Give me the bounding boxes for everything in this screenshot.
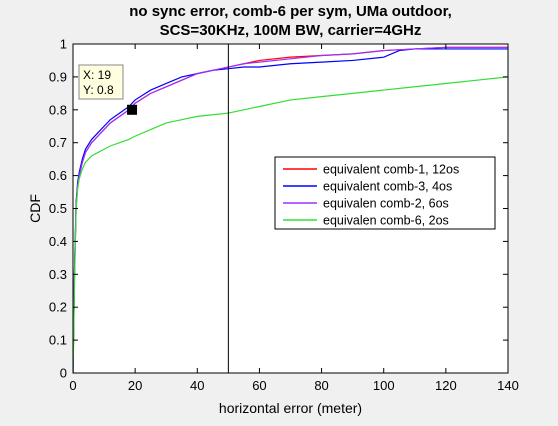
y-tick-label: 0.8 [49, 102, 67, 117]
chart-title-line-2: SCS=30KHz, 100M BW, carrier=4GHz [160, 22, 422, 39]
y-tick-label: 0.3 [49, 267, 67, 282]
y-tick-label: 0.7 [49, 135, 67, 150]
legend-entry-4: equivalen comb-6, 2os [323, 214, 449, 228]
legend-entry-3: equivalen comb-2, 6os [323, 197, 449, 211]
datatip-marker [127, 104, 138, 115]
x-tick-label: 0 [69, 378, 76, 393]
y-tick-label: 0 [60, 366, 67, 381]
y-tick-label: 0.2 [49, 300, 67, 315]
x-tick-label: 60 [252, 378, 266, 393]
y-tick-label: 1 [60, 37, 67, 52]
datatip-box [78, 64, 124, 100]
y-tick-label: 0.9 [49, 69, 67, 84]
series-line-2 [73, 48, 508, 373]
x-axis-label: horizontal error (meter) [219, 400, 362, 416]
y-tick-label: 0.5 [49, 201, 67, 216]
chart-title-line-1: no sync error, comb-6 per sym, UMa outdo… [129, 3, 452, 20]
legend-entry-2: equivalent comb-3, 4os [323, 180, 452, 194]
x-tick-label: 40 [190, 378, 204, 393]
x-tick-label: 140 [497, 378, 519, 393]
x-tick-label: 100 [373, 378, 395, 393]
y-tick-label: 0.6 [49, 168, 67, 183]
x-tick-label: 120 [435, 378, 457, 393]
y-axis-label: CDF [27, 194, 43, 223]
series-line-4 [73, 76, 508, 373]
y-tick-label: 0.1 [49, 333, 67, 348]
legend-entry-1: equivalent comb-1, 12os [323, 163, 459, 177]
series-line-3 [73, 46, 508, 373]
y-tick-label: 0.4 [49, 234, 67, 249]
x-tick-label: 80 [314, 378, 328, 393]
datatip-x: X: 19 [83, 68, 111, 82]
x-tick-label: 20 [128, 378, 142, 393]
datatip-y: Y: 0.8 [83, 83, 114, 97]
